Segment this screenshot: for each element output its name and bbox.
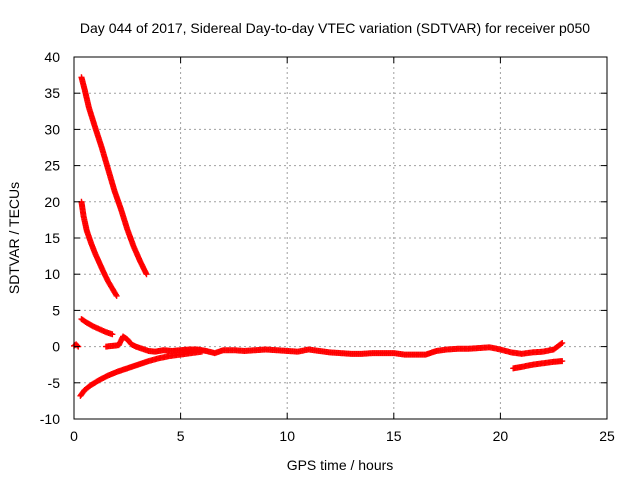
grid-layer: [74, 57, 607, 419]
y-tick-label: 35: [44, 85, 60, 101]
x-tick-label: 25: [599, 428, 615, 444]
series-track-g: [510, 358, 566, 372]
y-tick-label: 25: [44, 158, 60, 174]
y-tick-label: -10: [40, 411, 60, 427]
data-point: [113, 292, 120, 299]
x-tick-label: 15: [386, 428, 402, 444]
data-trace-marker: [74, 342, 81, 349]
x-tick-label: 5: [177, 428, 185, 444]
tick-layer: 0 5 10 15 20 25 -10 -5 0 5 10 15 20 25 30 35 40: [40, 49, 615, 444]
y-tick-label: 5: [52, 302, 60, 318]
data-point: [143, 271, 150, 278]
data-layer: [71, 74, 566, 399]
y-tick-label: 30: [44, 121, 60, 137]
series-track-e: [71, 341, 82, 350]
data-point: [559, 358, 566, 365]
data-point: [109, 331, 116, 338]
x-tick-label: 20: [493, 428, 509, 444]
series-track-f: [102, 333, 566, 358]
y-tick-label: 10: [44, 266, 60, 282]
series-track-b: [78, 198, 120, 299]
chart-title: Day 044 of 2017, Sidereal Day-to-day VTE…: [80, 20, 590, 36]
data-point: [559, 339, 566, 346]
y-axis-label: SDTVAR / TECUs: [6, 182, 22, 294]
x-tick-label: 10: [279, 428, 295, 444]
y-tick-label: 20: [44, 194, 60, 210]
y-tick-label: -5: [48, 375, 61, 391]
y-tick-label: 15: [44, 230, 60, 246]
x-tick-label: 0: [70, 428, 78, 444]
data-trace-marker: [558, 340, 565, 347]
y-tick-label: 40: [44, 49, 60, 65]
series-track-d: [77, 348, 205, 399]
series-track-a: [78, 74, 150, 278]
data-trace-marker: [112, 291, 119, 298]
x-axis-label: GPS time / hours: [287, 457, 394, 473]
series-track-c: [78, 316, 116, 338]
y-tick-label: 0: [52, 339, 60, 355]
